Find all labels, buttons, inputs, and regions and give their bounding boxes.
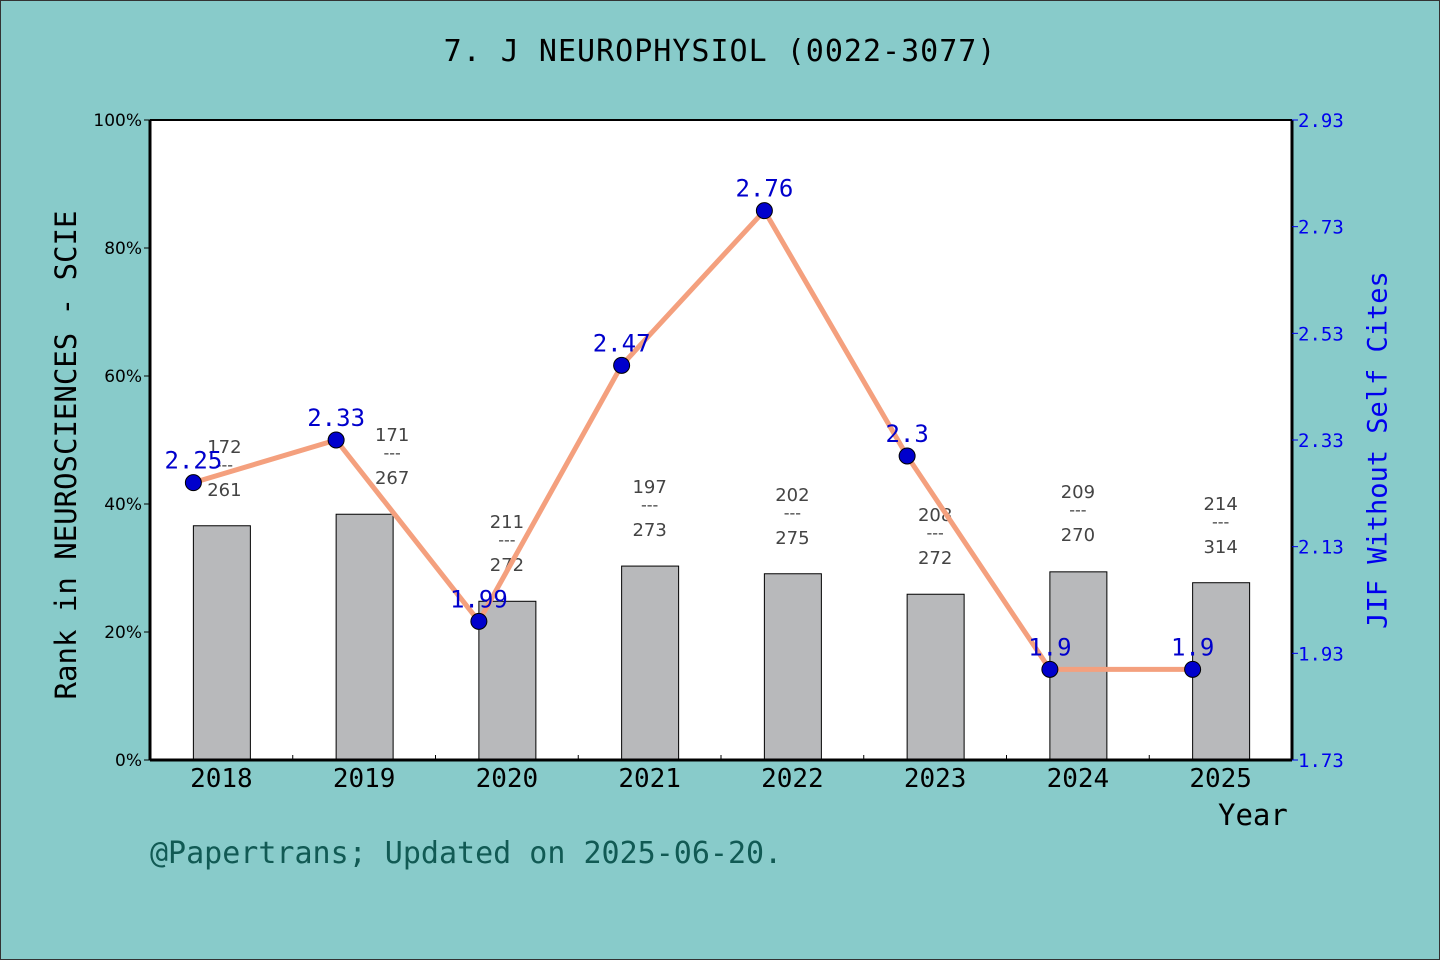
right-tick-label: 1.93 [1298,643,1344,665]
x-tick-label: 2025 [1189,764,1252,794]
jif-value-label: 1.9 [1171,633,1214,661]
jif-marker [613,356,631,374]
jif-value-label: 2.76 [735,175,793,203]
right-tick-label: 2.93 [1298,110,1344,132]
rank-numerator: 202 [775,485,809,506]
rank-bar [192,525,251,761]
rank-bar [763,573,822,761]
right-tick-label: 1.73 [1298,750,1344,772]
footer-note: @Papertrans; Updated on 2025-06-20. [150,836,783,871]
plot-area [150,120,1292,760]
rank-denominator: 273 [632,520,666,541]
rank-numerator: 197 [632,477,666,498]
chart-title: 7. J NEUROPHYSIOL (0022-3077) [443,34,997,69]
rank-numerator: 211 [490,512,524,533]
rank-numerator: 209 [1061,482,1095,503]
rank-numerator: 171 [375,425,409,446]
jif-value-label: 1.99 [450,585,508,613]
rank-bar [335,513,394,761]
rank-denominator: 314 [1203,537,1237,558]
jif-marker [1041,660,1059,678]
x-tick-label: 2018 [190,764,253,794]
left-tick-label: 100% [93,111,142,131]
rank-denominator: 261 [207,480,241,501]
jif-marker [755,202,773,220]
left-axis-label: Rank in NEUROSCIENCES - SCIE [49,210,83,700]
jif-marker [1184,660,1202,678]
x-tick-label: 2024 [1047,764,1110,794]
x-tick-label: 2019 [333,764,396,794]
jif-value-label: 1.9 [1028,633,1071,661]
left-tick-label: 20% [104,623,142,643]
x-axis-label: Year [1218,798,1288,832]
rank-denominator: 272 [918,548,952,569]
jif-value-label: 2.25 [164,447,222,475]
rank-divider: --- [784,504,801,523]
rank-bar [906,593,965,761]
rank-divider: --- [1212,513,1229,532]
left-tick-label: 40% [104,495,142,515]
x-tick-label: 2022 [761,764,824,794]
jif-line [192,208,1193,672]
rank-numerator: 214 [1203,494,1237,515]
jif-marker [898,447,916,465]
right-tick-label: 2.13 [1298,537,1344,559]
jif-marker [470,612,488,630]
rank-divider: --- [1069,501,1086,520]
rank-denominator: 275 [775,528,809,549]
right-tick-label: 2.73 [1298,217,1344,239]
rank-bar [1049,571,1108,761]
rank-numerator: 172 [207,437,241,458]
rank-denominator: 270 [1061,525,1095,546]
jif-marker [184,474,202,492]
right-tick-label: 2.53 [1298,323,1344,345]
x-tick-label: 2020 [476,764,539,794]
rank-bar [1192,582,1251,761]
jif-value-label: 2.3 [885,420,928,448]
right-axis-label: JIF Without Self Cites [1362,271,1394,629]
jif-marker [327,431,345,449]
rank-divider: --- [498,531,515,550]
rank-bar [621,565,680,761]
rank-denominator: 267 [375,468,409,489]
rank-divider: --- [641,496,658,515]
rank-bar [478,600,537,761]
jif-value-label: 2.47 [593,329,651,357]
right-tick-label: 2.33 [1298,430,1344,452]
left-tick-label: 0% [115,751,142,771]
left-tick-label: 80% [104,239,142,259]
x-tick-label: 2023 [904,764,967,794]
rank-divider: --- [926,524,943,543]
left-tick-label: 60% [104,367,142,387]
x-tick-label: 2021 [618,764,681,794]
rank-divider: --- [383,444,400,463]
jif-value-label: 2.33 [307,404,365,432]
